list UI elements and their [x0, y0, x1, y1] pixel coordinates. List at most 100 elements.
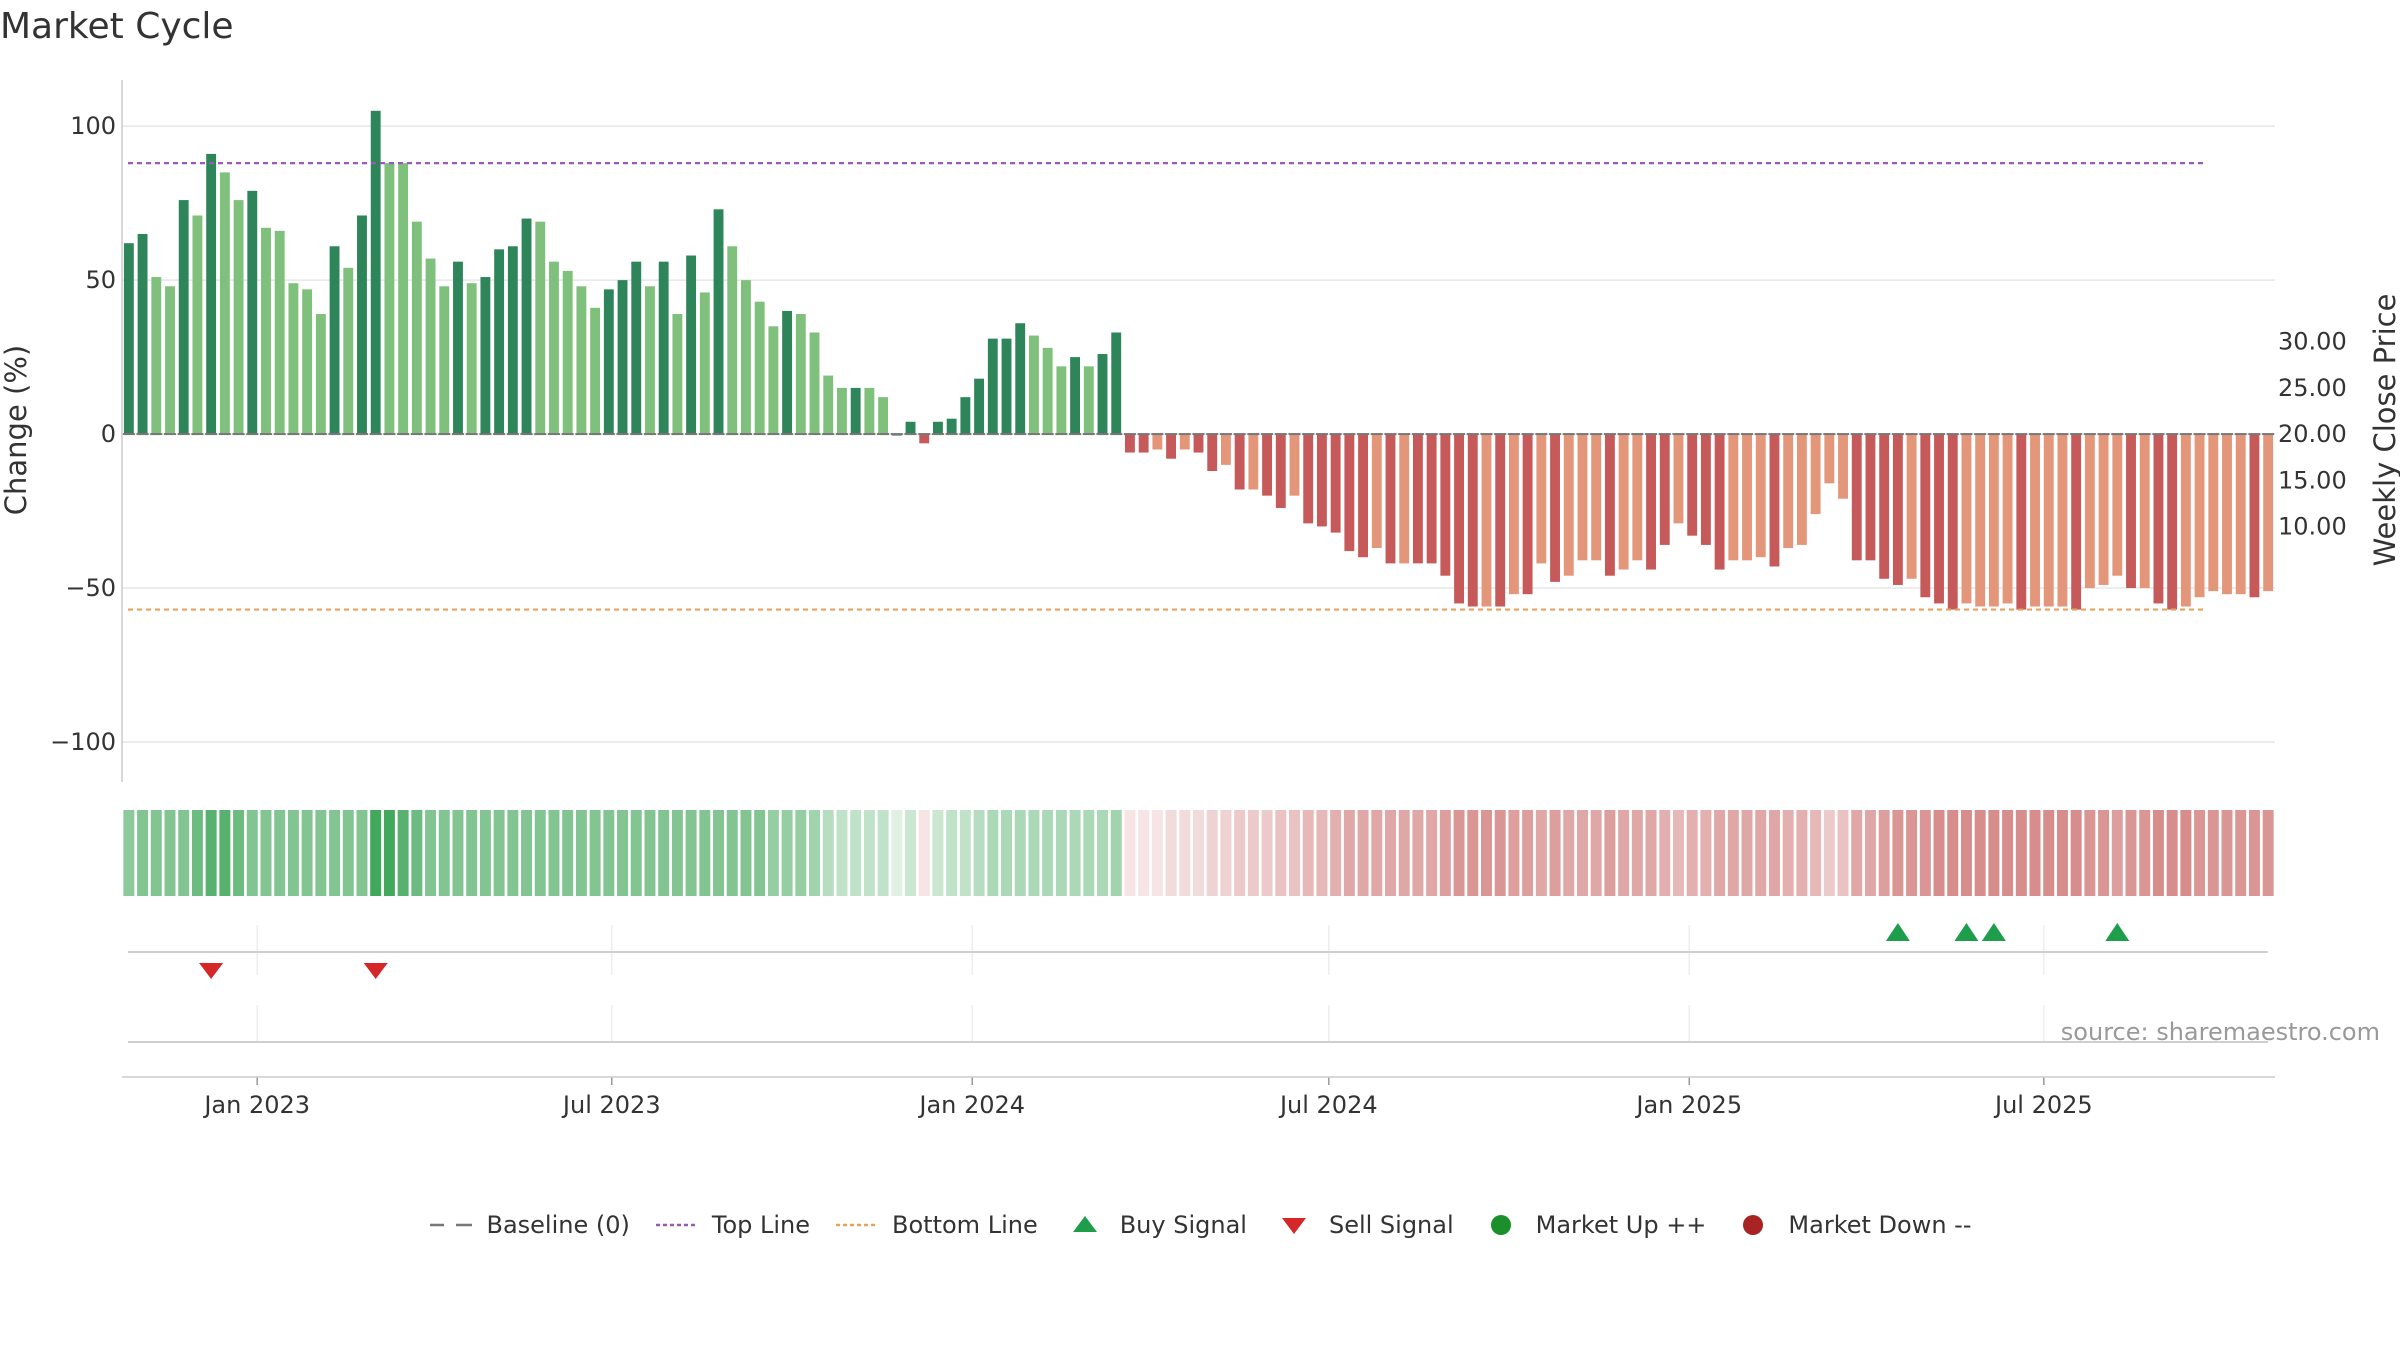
y-axis-title-right: Weekly Close Price: [2368, 294, 2400, 567]
signal-markers: [199, 923, 2130, 979]
band-cell: [617, 810, 629, 896]
band-cell: [1179, 810, 1191, 896]
band-cell: [178, 810, 190, 896]
bar: [1097, 354, 1108, 435]
bar: [1070, 357, 1081, 435]
bar: [233, 200, 244, 435]
bar: [1412, 434, 1423, 564]
bar: [1481, 434, 1492, 607]
bar: [741, 280, 751, 435]
band-cell: [644, 810, 656, 896]
bar: [206, 153, 217, 435]
bar: [2002, 434, 2013, 604]
band-cell: [877, 810, 889, 896]
bar: [1303, 434, 1314, 524]
band-cell: [891, 810, 903, 896]
bar: [1550, 434, 1560, 582]
legend-label: Sell Signal: [1328, 1211, 1454, 1239]
band-cell: [575, 810, 587, 896]
bar: [1824, 434, 1835, 484]
bar: [1371, 434, 1382, 548]
bar: [2139, 434, 2150, 589]
bar: [2098, 434, 2109, 585]
bar: [617, 280, 628, 435]
signal-band: [123, 810, 2274, 896]
band-cell: [726, 810, 738, 896]
bar: [1796, 434, 1807, 545]
bar: [809, 332, 820, 435]
band-cell: [383, 810, 395, 896]
bar: [713, 209, 724, 435]
band-cell: [850, 810, 862, 896]
bar: [631, 261, 642, 435]
band-cell: [2098, 810, 2110, 896]
bar: [1385, 434, 1396, 564]
band-cell: [1206, 810, 1218, 896]
band-cell: [1247, 810, 1259, 896]
bar: [1289, 434, 1300, 496]
band-cell: [1343, 810, 1355, 896]
band-cell: [822, 810, 834, 896]
band-cell: [370, 810, 382, 896]
band-cell: [1275, 810, 1287, 896]
band-cell: [589, 810, 601, 896]
bar: [1508, 434, 1519, 595]
bar: [2057, 434, 2068, 607]
legend-swatch-dotted-purple: [655, 1223, 698, 1227]
band-cell: [2194, 810, 2206, 896]
bar: [974, 378, 985, 435]
bar: [1947, 434, 1958, 610]
bar: [1783, 434, 1794, 548]
bar: [645, 286, 655, 435]
y-tick-left: 100: [70, 112, 116, 140]
band-cell: [521, 810, 533, 896]
x-tick: Jan 2023: [202, 1091, 310, 1119]
bar: [1234, 434, 1245, 490]
x-tick: Jul 2025: [1993, 1091, 2093, 1119]
band-cell: [1837, 810, 1849, 896]
bar: [768, 326, 779, 435]
legend-swatch-dash: [430, 1223, 473, 1227]
band-cell: [658, 810, 670, 896]
band-cell: [918, 810, 930, 896]
bar: [823, 375, 834, 435]
legend-swatch-triangle-down: [1281, 1218, 1306, 1234]
band-cell: [191, 810, 203, 896]
bar: [1810, 434, 1821, 515]
band-cell: [603, 810, 615, 896]
band-cell: [2207, 810, 2219, 896]
bar: [2222, 434, 2232, 595]
bar: [425, 258, 436, 435]
bar: [1920, 434, 1931, 598]
band-cell: [1151, 810, 1163, 896]
sell-signal-marker: [363, 963, 388, 979]
band-cell: [301, 810, 313, 896]
bar: [2030, 434, 2040, 607]
band-cell: [1439, 810, 1451, 896]
band-cell: [1631, 810, 1643, 896]
bar: [1755, 434, 1766, 558]
bar: [850, 387, 861, 435]
y-tick-left: −100: [50, 728, 116, 756]
band-cell: [315, 810, 327, 896]
band-cell: [1069, 810, 1081, 896]
bar: [1632, 434, 1643, 561]
band-cell: [1398, 810, 1410, 896]
bar: [919, 434, 930, 444]
band-cell: [1535, 810, 1547, 896]
bar: [1906, 434, 1917, 579]
band-cell: [2248, 810, 2260, 896]
bar: [1618, 434, 1629, 570]
band-cell: [1055, 810, 1067, 896]
band-cell: [1919, 810, 1931, 896]
band-cell: [1549, 810, 1561, 896]
band-cell: [2166, 810, 2178, 896]
bar: [2194, 434, 2205, 598]
bar: [274, 230, 285, 435]
y-tick-right: 20.00: [2278, 420, 2347, 448]
bar: [686, 255, 697, 435]
band-cell: [287, 810, 299, 896]
band-cell: [1453, 810, 1465, 896]
band-cell: [932, 810, 944, 896]
bar: [878, 397, 889, 435]
